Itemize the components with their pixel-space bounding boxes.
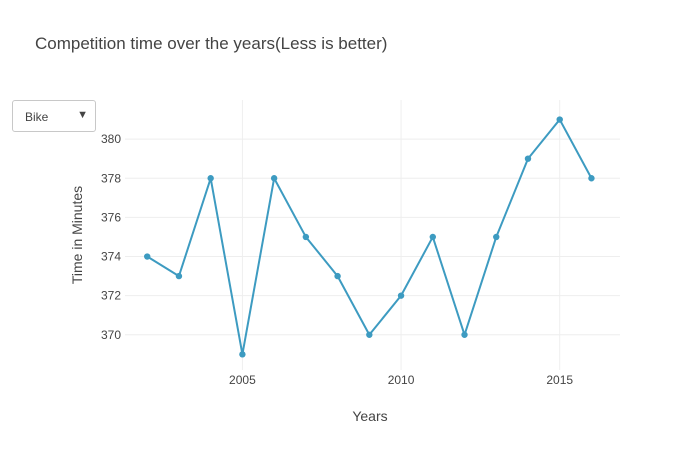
data-point[interactable]	[334, 272, 341, 280]
data-point[interactable]	[493, 233, 500, 241]
y-tick-label: 370	[101, 328, 121, 342]
x-axis-ticks: 2005 2010 2015	[229, 373, 573, 387]
y-tick-label: 376	[101, 210, 121, 224]
data-point[interactable]	[524, 155, 532, 162]
y-tick-label: 374	[101, 250, 121, 264]
data-point[interactable]	[429, 233, 436, 241]
dropdown-selected-label: Bike	[25, 110, 49, 124]
data-point[interactable]	[397, 292, 405, 299]
data-point[interactable]	[556, 116, 563, 123]
chart-title: Competition time over the years(Less is …	[35, 34, 388, 53]
sport-dropdown[interactable]: Bike ▼	[12, 100, 96, 132]
data-point[interactable]	[366, 331, 373, 338]
data-point[interactable]	[461, 331, 468, 338]
series-line	[146, 118, 593, 356]
x-tick-label: 2015	[546, 373, 573, 387]
x-axis-title: Years	[352, 408, 387, 424]
y-axis-ticks: 370 372 374 376 378 380	[101, 132, 121, 342]
y-tick-label: 378	[101, 171, 121, 185]
x-tick-label: 2005	[229, 373, 256, 387]
data-point[interactable]	[239, 351, 246, 358]
data-point[interactable]	[302, 233, 310, 241]
triangle-down-icon: ▼	[77, 109, 88, 121]
data-point[interactable]	[588, 175, 595, 182]
y-tick-label: 380	[101, 132, 121, 146]
data-point[interactable]	[175, 272, 183, 280]
data-point[interactable]	[144, 253, 151, 260]
y-tick-label: 372	[101, 289, 121, 303]
data-point[interactable]	[207, 175, 214, 182]
y-axis-title: Time in Minutes	[69, 186, 85, 284]
x-tick-label: 2010	[388, 373, 415, 387]
series-layer	[144, 116, 595, 358]
data-point[interactable]	[270, 175, 278, 182]
